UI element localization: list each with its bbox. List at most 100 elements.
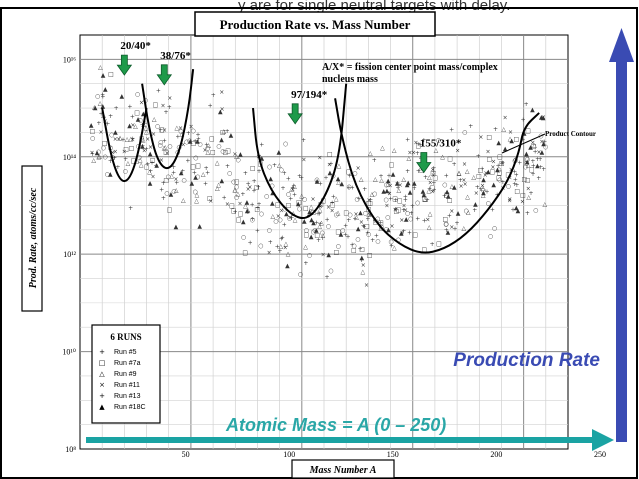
data-point: + xyxy=(347,172,352,179)
data-point: ○ xyxy=(492,225,497,232)
data-point: + xyxy=(256,168,261,175)
data-point: + xyxy=(432,187,437,194)
data-point: × xyxy=(276,213,281,220)
data-point: △ xyxy=(370,191,375,198)
data-point: ▲ xyxy=(535,162,540,169)
data-point: △ xyxy=(336,210,341,217)
data-point: ▲ xyxy=(541,140,546,147)
data-point: + xyxy=(297,173,302,180)
data-point: + xyxy=(240,191,245,198)
data-point: ○ xyxy=(347,212,352,219)
down-arrow-icon xyxy=(416,152,432,174)
data-point: ○ xyxy=(197,141,202,148)
data-point: + xyxy=(280,235,285,242)
data-point: △ xyxy=(147,169,152,176)
data-point: ▲ xyxy=(95,150,100,157)
data-point: □ xyxy=(478,167,484,174)
x-tick-label: 50 xyxy=(182,450,190,459)
data-point: □ xyxy=(134,109,140,116)
data-point: + xyxy=(412,185,417,192)
data-point: + xyxy=(317,211,322,218)
data-point: × xyxy=(401,202,406,209)
data-point: ○ xyxy=(187,138,192,145)
data-point: △ xyxy=(450,183,455,190)
data-point: + xyxy=(233,209,238,216)
data-point: × xyxy=(167,95,172,102)
data-point: □ xyxy=(250,165,256,172)
data-point: + xyxy=(452,161,457,168)
data-point: ○ xyxy=(195,174,200,181)
data-point: ○ xyxy=(525,156,530,163)
data-point: ○ xyxy=(193,188,198,195)
data-point: ▲ xyxy=(405,182,410,189)
data-point: + xyxy=(387,190,392,197)
data-point: □ xyxy=(102,140,108,147)
data-point: ▲ xyxy=(270,200,275,207)
data-point: + xyxy=(186,130,191,137)
data-point: ○ xyxy=(259,210,264,217)
data-point: + xyxy=(114,105,119,112)
data-point: ▲ xyxy=(356,225,361,232)
data-point: □ xyxy=(222,149,228,156)
data-point: ○ xyxy=(488,233,493,240)
data-point: + xyxy=(365,230,370,237)
data-point: △ xyxy=(309,203,314,210)
data-point: × xyxy=(480,182,485,189)
xlabel-box xyxy=(291,459,395,479)
data-point: △ xyxy=(126,160,131,167)
data-point: ○ xyxy=(408,216,413,223)
data-point: + xyxy=(314,219,319,226)
data-point: △ xyxy=(205,149,210,156)
contours xyxy=(101,68,540,254)
data-point: + xyxy=(315,210,320,217)
data-point: □ xyxy=(296,199,302,206)
data-point: ○ xyxy=(231,179,236,186)
data-point: ○ xyxy=(167,143,172,150)
data-point: × xyxy=(425,216,430,223)
data-point: × xyxy=(507,197,512,204)
data-point: ○ xyxy=(267,227,272,234)
data-point: △ xyxy=(91,157,96,164)
data-point: + xyxy=(405,136,410,143)
data-point: △ xyxy=(194,197,199,204)
data-point: ▲ xyxy=(524,151,529,158)
data-point: ○ xyxy=(311,229,316,236)
data-point: × xyxy=(165,150,170,157)
data-point: × xyxy=(290,186,295,193)
data-point: + xyxy=(421,137,426,144)
data-point: + xyxy=(115,164,120,171)
data-point: × xyxy=(321,251,326,258)
data-point: + xyxy=(512,169,517,176)
data-point: □ xyxy=(422,195,428,202)
data-point: ▲ xyxy=(140,143,145,150)
data-point: □ xyxy=(236,216,242,223)
data-point: □ xyxy=(447,197,453,204)
data-point: □ xyxy=(397,198,403,205)
data-point: □ xyxy=(238,211,244,218)
data-point: + xyxy=(513,176,518,183)
data-point: △ xyxy=(368,150,373,157)
data-point: + xyxy=(289,215,294,222)
data-point: ▲ xyxy=(495,167,500,174)
data-point: □ xyxy=(346,169,352,176)
data-point: ▲ xyxy=(285,263,290,270)
data-point: ○ xyxy=(216,143,221,150)
data-point: △ xyxy=(139,162,144,169)
data-point: + xyxy=(324,274,329,281)
data-point: + xyxy=(425,197,430,204)
data-point: □ xyxy=(220,129,226,136)
data-point: □ xyxy=(514,188,520,195)
data-point: □ xyxy=(286,202,292,209)
data-point: ○ xyxy=(497,176,502,183)
data-point: + xyxy=(162,137,167,144)
data-point: × xyxy=(490,164,495,171)
data-point: + xyxy=(442,193,447,200)
data-point: ○ xyxy=(273,218,278,225)
data-point: + xyxy=(393,207,398,214)
data-point: × xyxy=(139,99,144,106)
data-point: + xyxy=(359,257,364,264)
data-point: ▲ xyxy=(386,227,391,234)
data-point: + xyxy=(282,170,287,177)
data-point: △ xyxy=(440,153,445,160)
data-point: △ xyxy=(97,153,102,160)
